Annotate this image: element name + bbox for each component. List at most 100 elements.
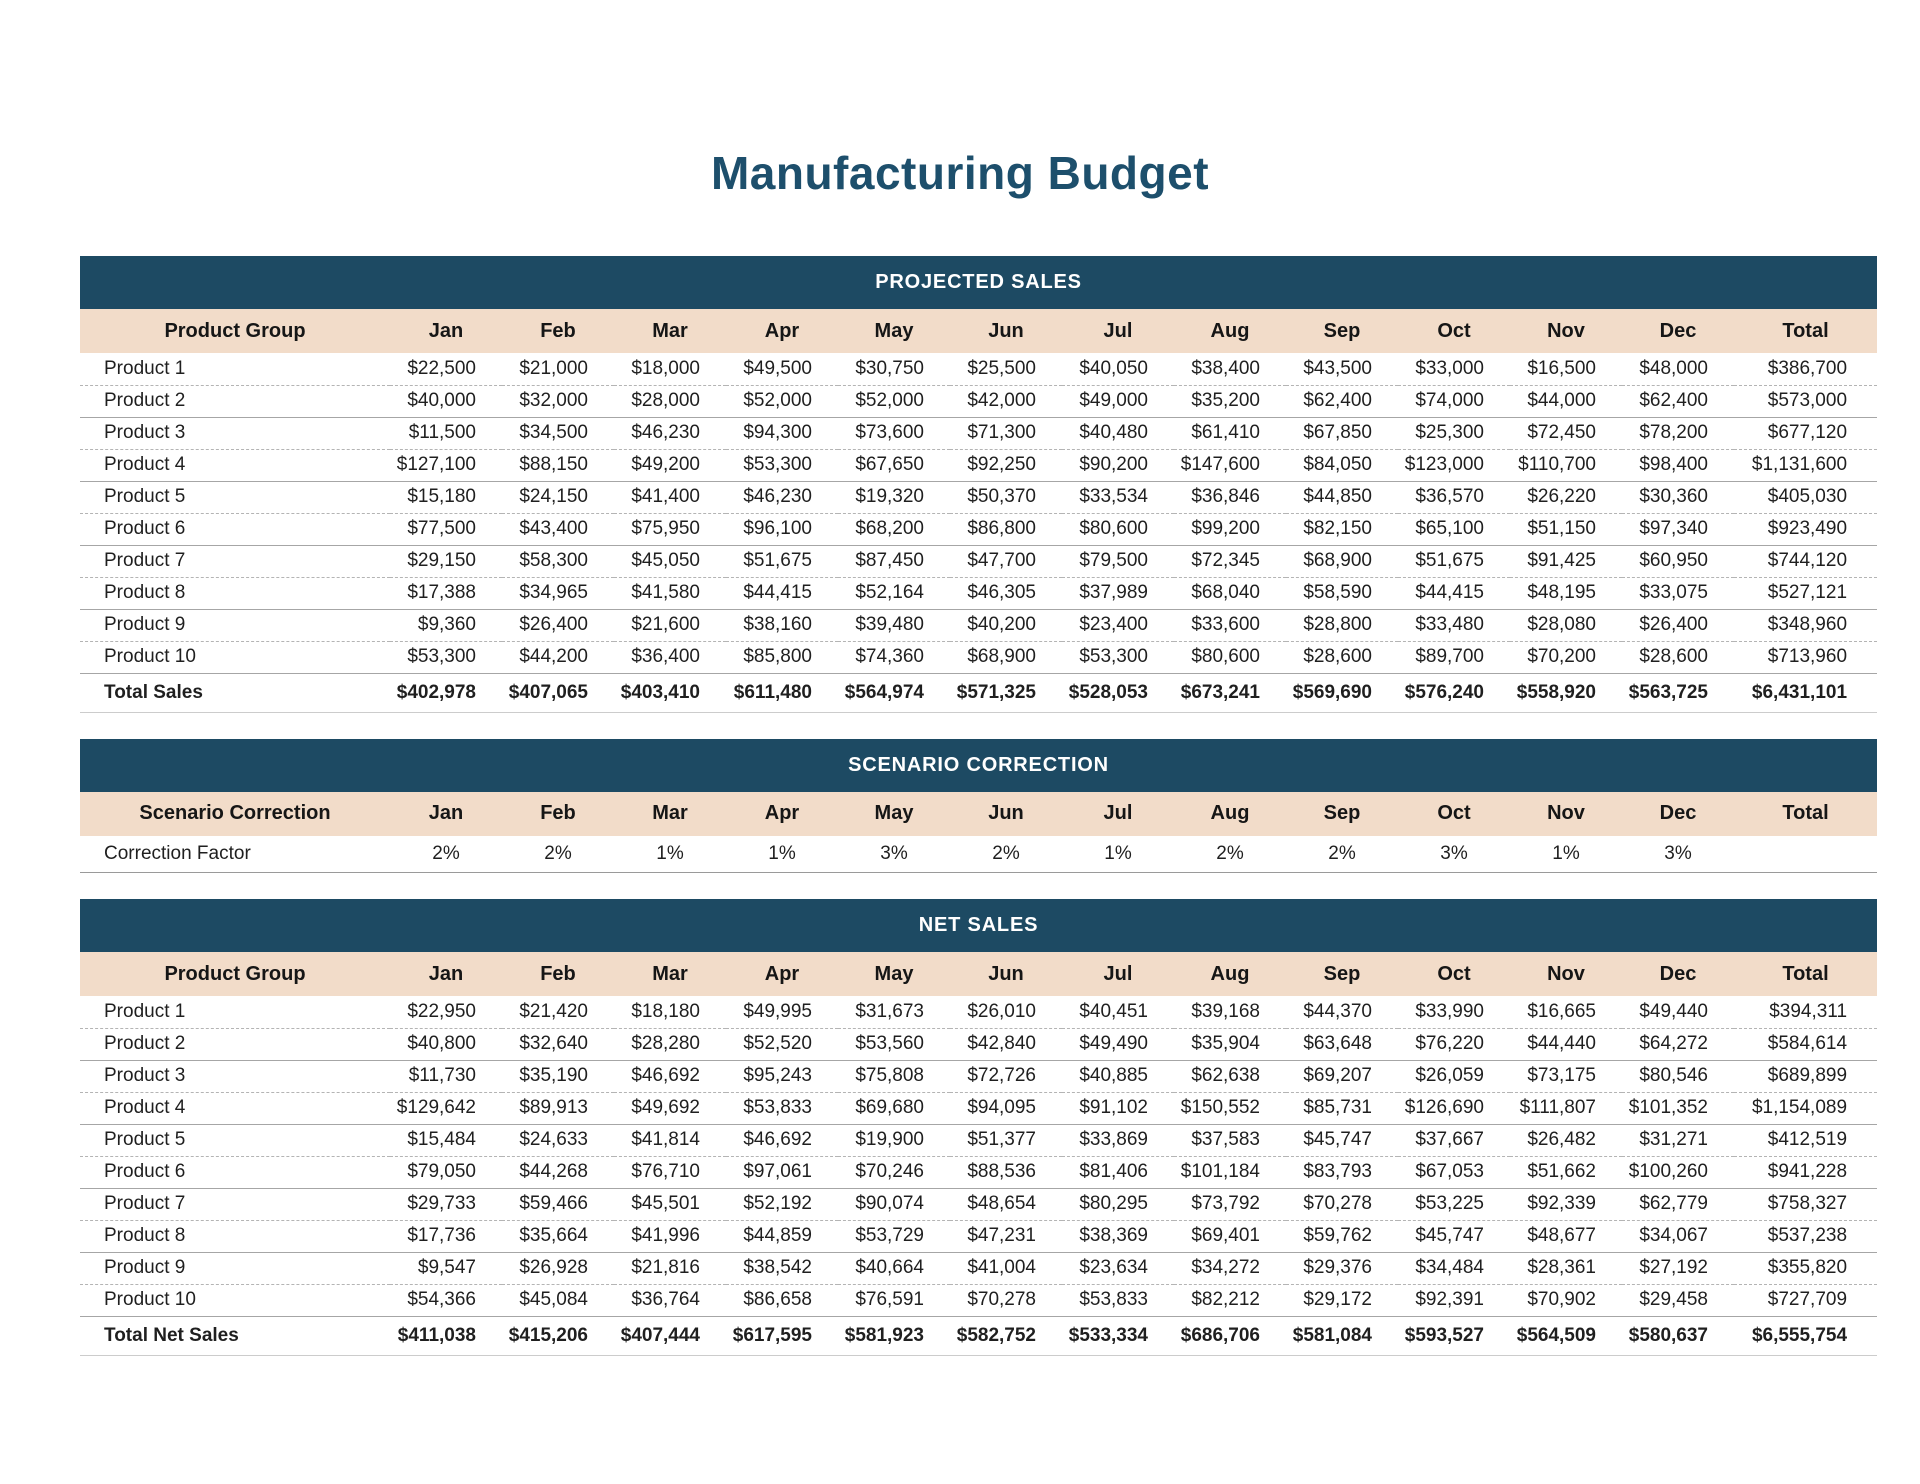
budget-sheet: Manufacturing Budget PROJECTED SALES Pro… xyxy=(0,150,1920,1356)
cell-value: $47,231 xyxy=(967,1225,1036,1246)
cell-value: $63,648 xyxy=(1303,1033,1372,1054)
cell-value: $36,400 xyxy=(631,646,700,667)
cell-value: 3% xyxy=(880,842,908,864)
cell-value: $78,200 xyxy=(1639,422,1708,443)
cell-value: $98,400 xyxy=(1639,454,1708,475)
cell-value: $29,172 xyxy=(1303,1289,1372,1310)
cell-value: $26,010 xyxy=(967,1000,1036,1022)
cell-value: $52,000 xyxy=(855,390,924,411)
cell-value: $70,246 xyxy=(855,1161,924,1182)
cell-total: $573,000 xyxy=(1767,390,1848,411)
cell-value: $82,212 xyxy=(1191,1289,1260,1310)
cell-value: $44,415 xyxy=(1415,582,1484,603)
month-header: Feb xyxy=(502,952,614,996)
cell-value: $29,376 xyxy=(1303,1257,1372,1278)
cell-value: $53,729 xyxy=(855,1225,924,1246)
cell-value: $9,547 xyxy=(417,1257,476,1278)
net-sales-section: NET SALES Product Group Jan Feb Mar Apr May Ju… xyxy=(0,899,1920,1356)
projected-sales-foot: Total Sales $402,978 $407,065 $403,410 $611,… xyxy=(80,673,1878,712)
table-row: Product 2 $40,800 $32,640 $28,280 $52,520 $53… xyxy=(80,1028,1878,1060)
cell-value: $33,534 xyxy=(1079,486,1148,507)
cell-total: $677,120 xyxy=(1767,422,1848,443)
total-row-label: Total Net Sales xyxy=(104,1324,239,1346)
cell-value: $673,241 xyxy=(1180,681,1260,703)
cell-value: $39,168 xyxy=(1191,1000,1260,1022)
cell-value: $62,638 xyxy=(1191,1065,1260,1086)
cell-value: $49,500 xyxy=(743,357,812,379)
cell-total: $348,960 xyxy=(1767,614,1848,635)
cell-value: $9,360 xyxy=(417,614,476,635)
first-column-header: Product Group xyxy=(80,952,390,996)
cell-value: $87,450 xyxy=(855,550,924,571)
month-header: Mar xyxy=(614,952,726,996)
cell-value: $28,800 xyxy=(1303,614,1372,635)
row-label: Product 6 xyxy=(104,518,186,539)
row-label: Product 6 xyxy=(104,1161,186,1182)
row-label: Product 4 xyxy=(104,454,186,475)
cell-value: $33,990 xyxy=(1415,1000,1484,1022)
cell-value: $86,658 xyxy=(743,1289,812,1310)
cell-total: $941,228 xyxy=(1767,1161,1848,1182)
cell-value: $576,240 xyxy=(1404,681,1484,703)
table-row: Product 6 $79,050 $44,268 $76,710 $97,061 $70… xyxy=(80,1156,1878,1188)
cell-value: $29,733 xyxy=(407,1193,476,1214)
month-header: Nov xyxy=(1510,952,1622,996)
cell-value: $28,600 xyxy=(1639,646,1708,667)
cell-value: $101,184 xyxy=(1180,1161,1260,1182)
cell-value: $49,000 xyxy=(1079,390,1148,411)
cell-value: $16,665 xyxy=(1527,1000,1596,1022)
net-sales-foot: Total Net Sales $411,038 $415,206 $407,444 $… xyxy=(80,1316,1878,1355)
cell-value: $53,833 xyxy=(743,1097,812,1118)
cell-value: $91,102 xyxy=(1079,1097,1148,1118)
cell-value: $44,268 xyxy=(519,1161,588,1182)
net-sales-table: NET SALES Product Group Jan Feb Mar Apr May Ju… xyxy=(80,899,1878,1356)
cell-value: $73,792 xyxy=(1191,1193,1260,1214)
cell-value: $40,885 xyxy=(1079,1065,1148,1086)
cell-value: $68,900 xyxy=(967,646,1036,667)
cell-total: $394,311 xyxy=(1769,1000,1848,1022)
cell-value: $70,902 xyxy=(1527,1289,1596,1310)
month-header: Jun xyxy=(950,952,1062,996)
cell-value: $18,000 xyxy=(631,357,700,379)
row-label: Product 2 xyxy=(104,390,186,411)
cell-value: $72,726 xyxy=(967,1065,1036,1086)
cell-value: $45,747 xyxy=(1303,1129,1372,1150)
cell-value: $24,633 xyxy=(519,1129,588,1150)
cell-value: $53,833 xyxy=(1079,1289,1148,1310)
cell-value: $21,600 xyxy=(631,614,700,635)
cell-value: 3% xyxy=(1440,842,1468,864)
cell-value: $17,388 xyxy=(407,582,476,603)
month-header: Oct xyxy=(1398,952,1510,996)
month-header: Apr xyxy=(726,309,838,353)
cell-value: $407,065 xyxy=(508,681,588,703)
month-header: Jul xyxy=(1062,952,1174,996)
projected-sales-table: PROJECTED SALES Product Group Jan Feb Mar Ap… xyxy=(80,256,1878,713)
cell-value: $53,300 xyxy=(743,454,812,475)
cell-value: $37,667 xyxy=(1415,1129,1484,1150)
cell-value: $32,000 xyxy=(519,390,588,411)
row-label: Product 7 xyxy=(104,1193,186,1214)
cell-value: $47,700 xyxy=(967,550,1036,571)
cell-value: $126,690 xyxy=(1404,1097,1484,1118)
cell-total: $727,709 xyxy=(1767,1289,1848,1310)
cell-value: 2% xyxy=(1216,842,1244,864)
cell-value: $49,995 xyxy=(743,1000,812,1022)
month-header: Apr xyxy=(726,952,838,996)
cell-value: $44,859 xyxy=(743,1225,812,1246)
cell-value: $581,923 xyxy=(844,1324,924,1346)
table-row: Product 4 $127,100 $88,150 $49,200 $53,300 $6… xyxy=(80,449,1878,481)
cell-value: $28,361 xyxy=(1527,1257,1596,1278)
month-header: Jan xyxy=(390,309,502,353)
table-row: Product 9 $9,360 $26,400 $21,600 $38,160 $39,… xyxy=(80,609,1878,641)
cell-total: $537,238 xyxy=(1767,1225,1848,1246)
row-label: Product 10 xyxy=(104,1289,196,1310)
month-header: Sep xyxy=(1286,791,1398,836)
cell-value: $51,662 xyxy=(1527,1161,1596,1182)
row-label: Product 10 xyxy=(104,646,196,667)
cell-value: $80,295 xyxy=(1079,1193,1148,1214)
month-header: May xyxy=(838,309,950,353)
cell-value: $26,928 xyxy=(519,1257,588,1278)
cell-value: 2% xyxy=(1328,842,1356,864)
cell-value: $28,280 xyxy=(631,1033,700,1054)
total-column-header: Total xyxy=(1734,952,1878,996)
